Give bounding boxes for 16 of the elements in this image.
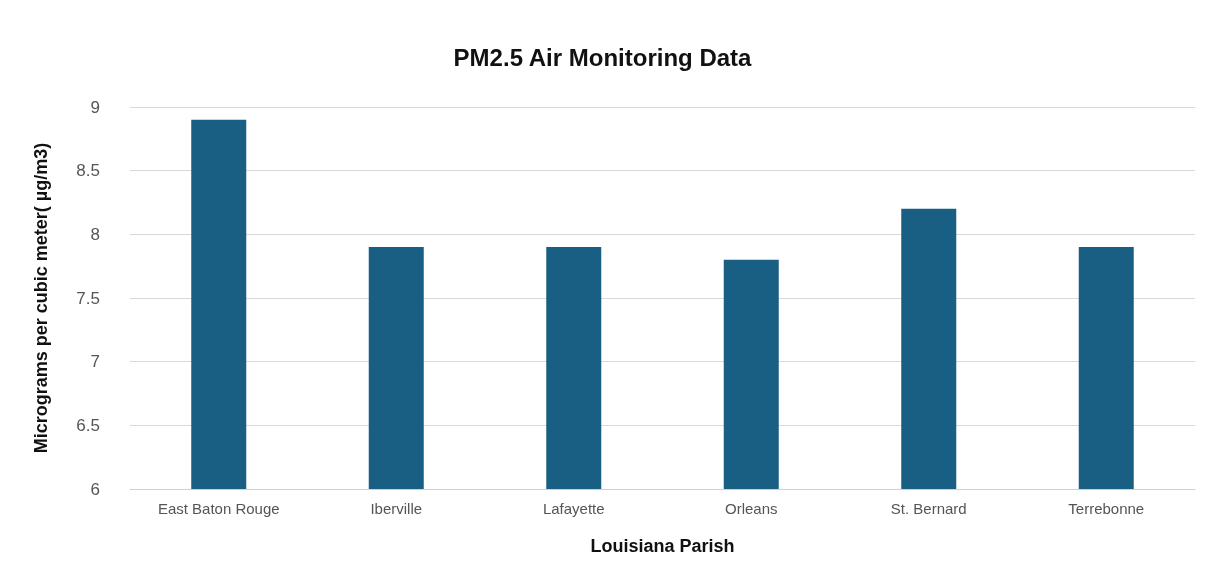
- x-tick-label: Orleans: [724, 500, 778, 517]
- x-tick-label: East Baton Rouge: [157, 500, 280, 517]
- chart-title: PM2.5 Air Monitoring Data: [453, 43, 753, 71]
- y-tick-label: 9: [90, 97, 100, 117]
- y-tick-label: 6: [90, 479, 100, 499]
- y-axis-title: Micrograms per cubic meter( µg/m3): [31, 142, 51, 454]
- x-tick-label: St. Bernard: [890, 500, 967, 517]
- x-axis-title: Louisiana Parish: [590, 536, 735, 556]
- y-tick-label: 8.5: [76, 161, 100, 181]
- x-tick-label: Terrebonne: [1068, 500, 1145, 517]
- x-tick-label: Iberville: [370, 500, 423, 517]
- y-tick-label: 7: [90, 352, 100, 372]
- y-tick-label: 8: [90, 224, 100, 244]
- x-tick-label: Lafayette: [542, 500, 605, 517]
- y-tick-label: 6.5: [76, 415, 100, 435]
- y-tick-label: 7.5: [76, 288, 100, 308]
